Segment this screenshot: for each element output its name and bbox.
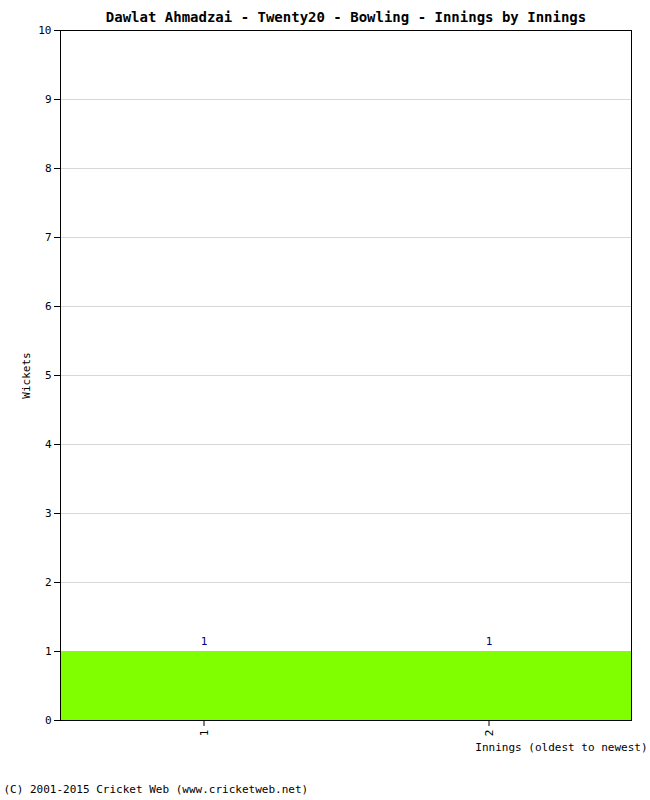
svg-text:1: 1 <box>486 635 493 648</box>
svg-text:4: 4 <box>45 438 52 451</box>
svg-text:8: 8 <box>45 162 52 175</box>
svg-text:3: 3 <box>45 507 52 520</box>
svg-text:Wickets: Wickets <box>20 352 33 398</box>
svg-text:9: 9 <box>45 93 52 106</box>
svg-text:Dawlat Ahmadzai - Twenty20 - B: Dawlat Ahmadzai - Twenty20 - Bowling - I… <box>106 9 586 25</box>
svg-text:(C) 2001-2015 Cricket Web (www: (C) 2001-2015 Cricket Web (www.cricketwe… <box>4 783 309 796</box>
svg-text:7: 7 <box>45 231 52 244</box>
svg-text:5: 5 <box>45 369 52 382</box>
svg-text:1: 1 <box>201 635 208 648</box>
svg-text:10: 10 <box>38 24 51 37</box>
svg-text:Innings (oldest to newest): Innings (oldest to newest) <box>475 741 647 754</box>
svg-text:2: 2 <box>45 576 52 589</box>
svg-text:0: 0 <box>45 714 52 727</box>
svg-text:2: 2 <box>483 730 496 737</box>
svg-text:6: 6 <box>45 300 52 313</box>
svg-text:1: 1 <box>45 645 52 658</box>
svg-text:1: 1 <box>198 730 211 737</box>
